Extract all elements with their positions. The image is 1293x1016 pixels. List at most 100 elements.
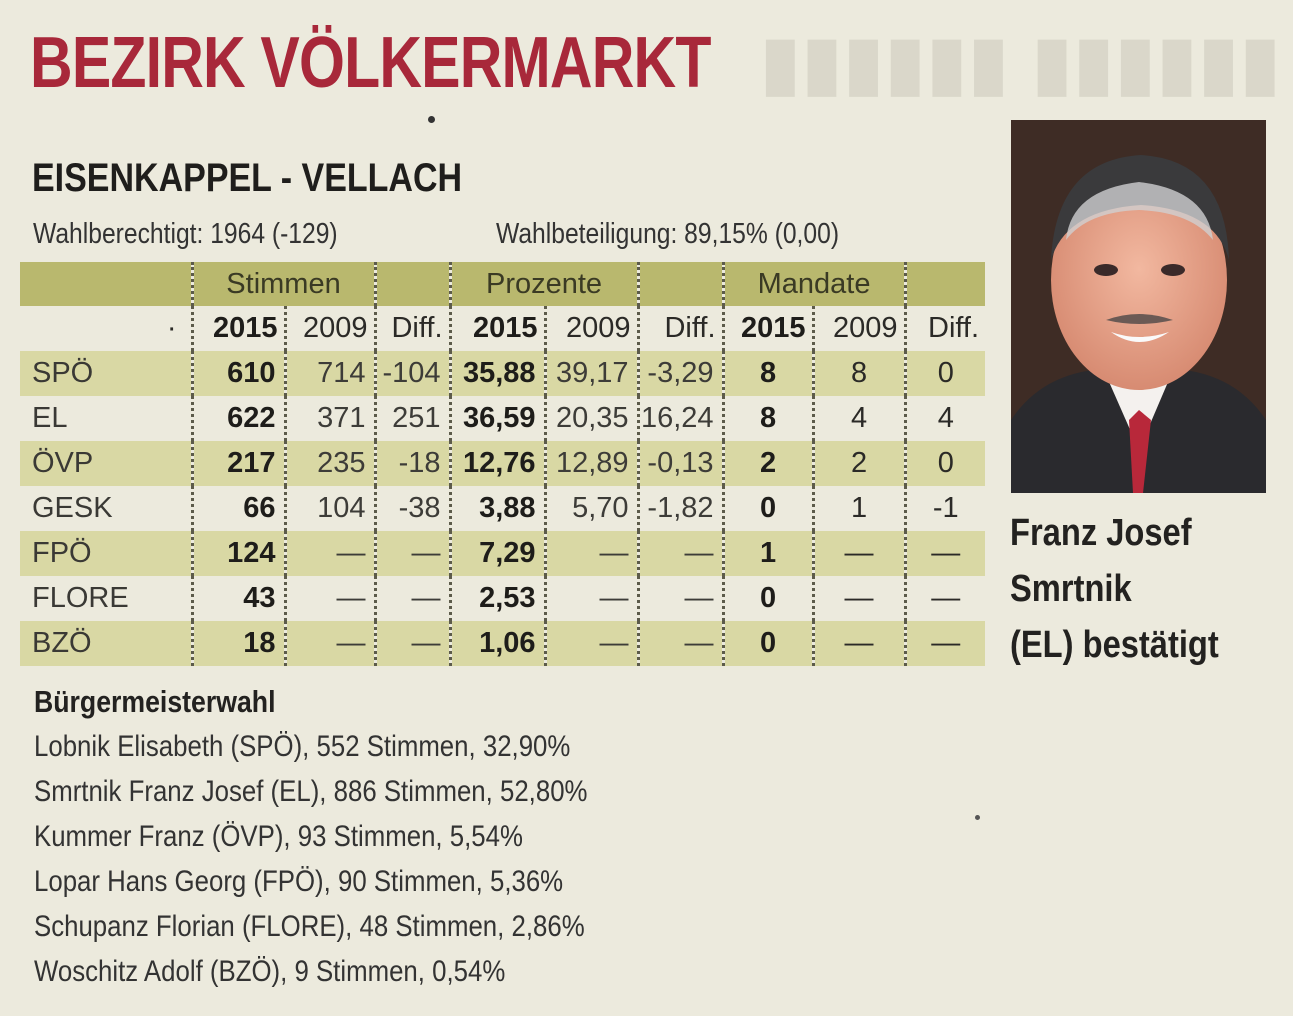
votes-diff: -18 [375,441,452,486]
percent-diff: 16,24 [638,396,725,441]
votes-diff: — [375,531,452,576]
votes-2015: 610 [192,351,287,396]
seats-2015: 0 [723,576,815,621]
group-stimmen: Stimmen [192,262,377,306]
year-2015: 2015 [450,306,547,351]
seats-2009: 4 [813,396,907,441]
seats-2015: 0 [723,621,815,666]
votes-diff: 251 [375,396,452,441]
percent-diff: -1,82 [638,486,725,531]
table-row: SPÖ 610 714 -104 35,88 39,17 -3,29 8 8 0 [20,351,986,396]
votes-diff: -104 [375,351,452,396]
seats-2015: 0 [723,486,815,531]
seats-2009: — [813,576,907,621]
municipality-heading: EISENKAPPEL - VELLACH [32,156,463,200]
mayor-election-heading: Bürgermeisterwahl [34,684,276,719]
year-2009: 2009 [813,306,907,351]
seats-2015: 1 [723,531,815,576]
votes-diff: -38 [375,486,452,531]
party-name: ÖVP [20,441,194,486]
votes-diff: — [375,576,452,621]
header-empty [20,262,194,306]
decorative-dot [975,815,980,820]
percent-2009: 39,17 [545,351,640,396]
candidate-item: Lobnik Elisabeth (SPÖ), 552 Stimmen, 32,… [34,730,571,763]
party-name: EL [20,396,194,441]
votes-2015: 66 [192,486,287,531]
percent-2009: — [545,621,640,666]
percent-2009: 5,70 [545,486,640,531]
eligible-voters: Wahlberechtigt: 1964 (-129) [33,218,338,250]
photo-caption: Franz Josef Smrtnik (EL) bestätigt [1010,505,1219,673]
votes-2015: 43 [192,576,287,621]
caption-line: Franz Josef [1010,512,1192,554]
table-row: FLORE 43— —2,53— —0— — [20,576,985,621]
year-2009: 2009 [545,306,640,351]
bullet: · [20,306,194,351]
bleed-through-heading: ▮▮▮▮▮▮ ▮▮▮▮▮▮ [760,23,1280,103]
page-title: BEZIRK VÖLKERMARKT [30,23,711,103]
candidate-photo [1011,120,1266,493]
year-2015: 2015 [192,306,287,351]
seats-diff: — [931,582,961,614]
group-header-row: Stimmen Prozente Mandate [20,262,986,306]
decorative-dot [428,116,435,123]
votes-2009: — [285,576,377,621]
percent-2015: 12,76 [450,441,547,486]
votes-2009: 371 [285,396,377,441]
results-table: Stimmen Prozente Mandate · 2015 2009 Dif… [20,262,986,666]
party-name: SPÖ [20,351,194,396]
table-row: GESK 66 104 -38 3,88 5,70 -1,82 0 1 -1 [20,486,985,531]
year-2009: 2009 [285,306,377,351]
year-2015: 2015 [723,306,815,351]
seats-2015: 2 [723,441,815,486]
seats-diff: 0 [905,441,986,486]
votes-2009: 714 [285,351,377,396]
percent-2015: 36,59 [450,396,547,441]
votes-2015: 217 [192,441,287,486]
votes-2009: 104 [285,486,377,531]
group-mandate: Mandate [723,262,907,306]
header-spacer [375,262,452,306]
header-spacer [638,262,725,306]
year-header-row: · 2015 2009 Diff. 2015 2009 Diff. 2015 2… [20,306,986,351]
percent-diff: — [638,621,725,666]
candidate-item: Smrtnik Franz Josef (EL), 886 Stimmen, 5… [34,775,588,808]
party-name: GESK [20,486,194,531]
candidate-item: Lopar Hans Georg (FPÖ), 90 Stimmen, 5,36… [34,865,564,898]
seats-2009: 1 [813,486,907,531]
percent-diff: — [638,576,725,621]
result-rows: SPÖ 610 714 -104 35,88 39,17 -3,29 8 8 0 EL 622 371 2… [20,351,986,666]
votes-diff: — [375,621,452,666]
table-row: BZÖ 18— —1,06— —0— — [20,621,986,666]
percent-diff: — [638,531,725,576]
party-name: FPÖ [20,531,194,576]
percent-2009: — [545,576,640,621]
table-row: FPÖ 124— —7,29— —1— — [20,531,986,576]
percent-2015: 1,06 [450,621,547,666]
votes-2009: — [285,531,377,576]
candidate-list: Lobnik Elisabeth (SPÖ), 552 Stimmen, 32,… [34,724,678,994]
party-name: FLORE [20,576,194,621]
candidate-item: Schupanz Florian (FLORE), 48 Stimmen, 2,… [34,910,585,943]
votes-2015: 622 [192,396,287,441]
percent-diff: -3,29 [638,351,725,396]
seats-diff: — [905,621,986,666]
turnout: Wahlbeteiligung: 89,15% (0,00) [496,218,840,250]
table-row: EL 622 371 251 36,59 20,35 16,24 8 4 4 [20,396,985,441]
seats-diff: 0 [905,351,986,396]
caption-line: (EL) bestätigt [1010,624,1219,666]
percent-2009: 12,89 [545,441,640,486]
seats-2009: 8 [813,351,907,396]
seats-2009: 2 [813,441,907,486]
seats-2009: — [813,621,907,666]
portrait-illustration [1011,120,1266,493]
caption-line: Smrtnik [1010,568,1132,610]
percent-2009: — [545,531,640,576]
votes-2015: 124 [192,531,287,576]
percent-2015: 3,88 [450,486,547,531]
seats-2015: 8 [723,351,815,396]
seats-diff: — [905,531,986,576]
candidate-item: Kummer Franz (ÖVP), 93 Stimmen, 5,54% [34,820,523,853]
percent-2015: 35,88 [450,351,547,396]
